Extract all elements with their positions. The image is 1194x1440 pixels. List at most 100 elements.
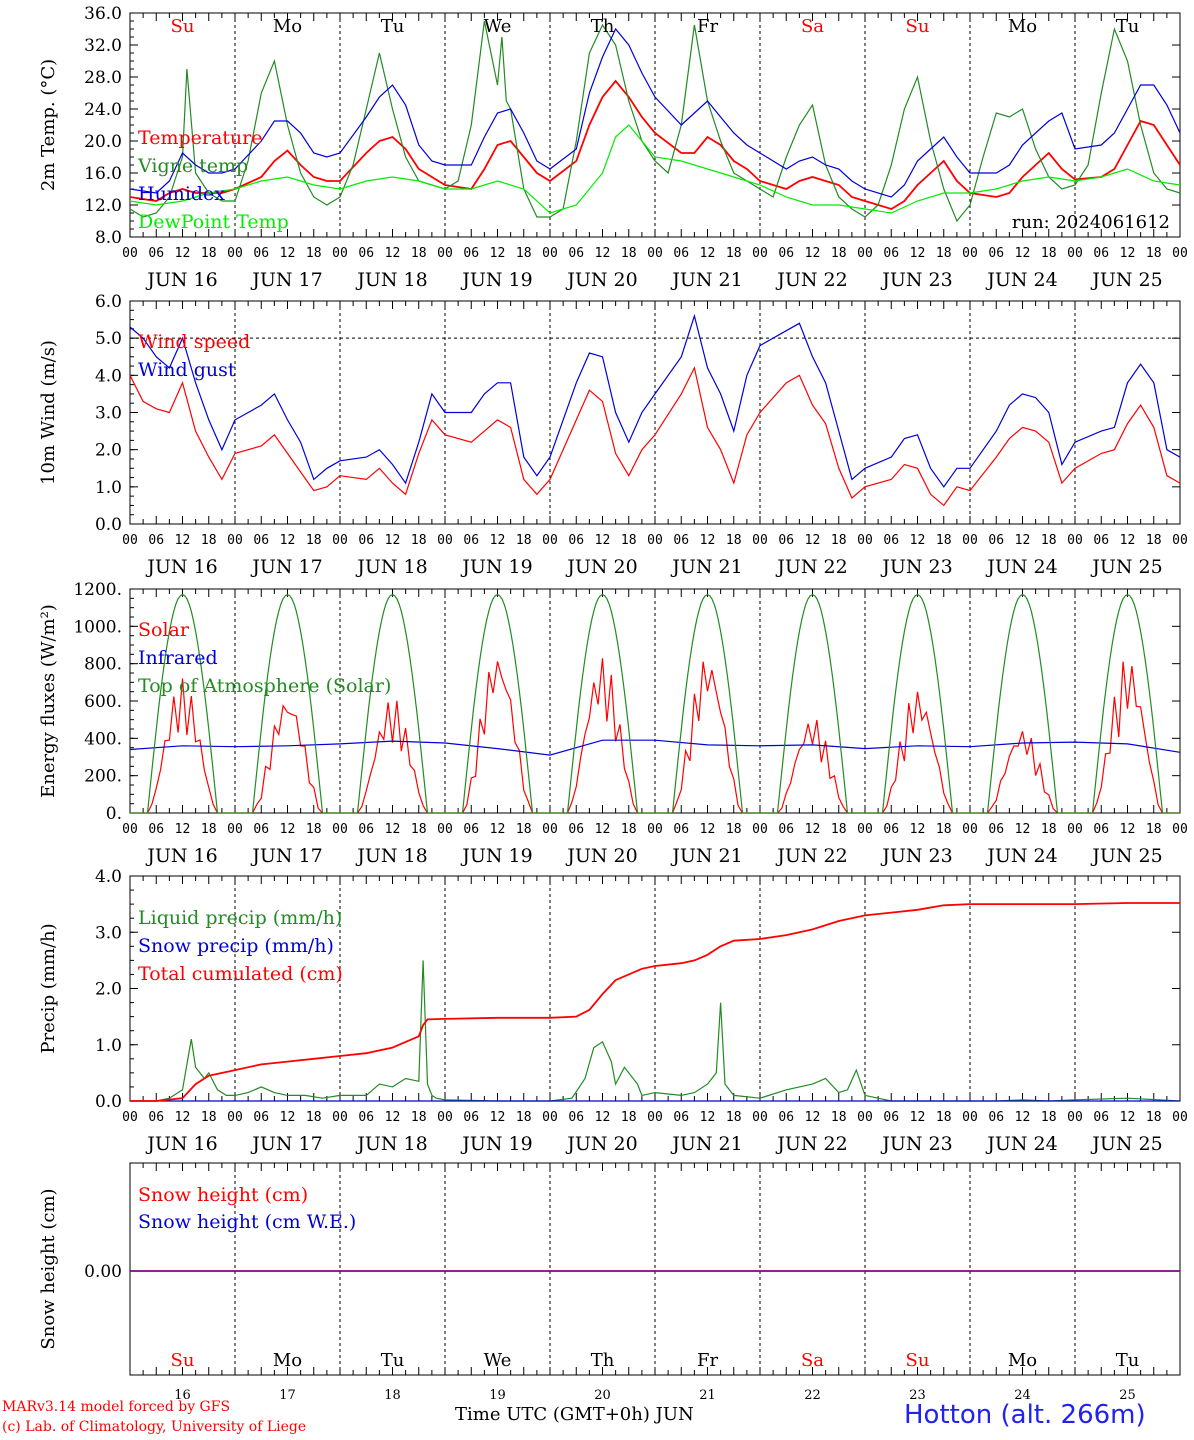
y-tick-label: 600. (84, 692, 122, 712)
hour-tick-label: 12 (385, 822, 401, 837)
hour-tick-label: 18 (201, 533, 217, 548)
day-label: JUN 19 (460, 269, 532, 291)
hour-tick-label: 00 (647, 533, 663, 548)
hour-tick-label: 06 (463, 822, 479, 837)
day-number-label: 21 (699, 1388, 716, 1403)
day-label: JUN 20 (565, 1133, 637, 1155)
weekday-label: Su (906, 16, 930, 37)
hour-tick-label: 12 (805, 246, 821, 261)
hour-tick-label: 06 (883, 246, 899, 261)
hour-tick-label: 12 (1120, 533, 1136, 548)
day-label: JUN 23 (880, 845, 952, 867)
hour-tick-label: 06 (463, 533, 479, 548)
hour-tick-label: 06 (148, 246, 164, 261)
hour-tick-label: 06 (778, 246, 794, 261)
series-line (129, 79, 1181, 210)
hour-tick-label: 00 (962, 1110, 978, 1125)
y-tick-label: 3.0 (95, 404, 122, 424)
hour-tick-label: 12 (490, 1110, 506, 1125)
weekday-label: Sa (801, 1350, 824, 1371)
day-number-label: 17 (279, 1388, 296, 1403)
day-label: JUN 18 (355, 1133, 427, 1155)
hour-tick-label: 06 (148, 1110, 164, 1125)
hour-tick-label: 18 (936, 1110, 952, 1125)
hour-tick-label: 18 (831, 1110, 847, 1125)
hour-tick-label: 00 (437, 1110, 453, 1125)
hour-tick-label: 00 (1172, 822, 1188, 837)
hour-tick-label: 06 (358, 533, 374, 548)
series-line (130, 593, 1180, 814)
hour-tick-label: 18 (831, 246, 847, 261)
weekday-label: Mo (273, 1350, 302, 1371)
hour-tick-label: 06 (253, 533, 269, 548)
hour-tick-label: 00 (647, 822, 663, 837)
y-tick-label: 0. (106, 804, 122, 824)
day-label: JUN 20 (565, 845, 637, 867)
day-label: JUN 22 (775, 556, 847, 578)
day-label: JUN 21 (670, 845, 742, 867)
hour-tick-label: 00 (122, 533, 138, 548)
hour-tick-label: 12 (910, 1110, 926, 1125)
hour-tick-label: 12 (1120, 1110, 1136, 1125)
hour-tick-label: 06 (148, 822, 164, 837)
day-label: JUN 16 (145, 845, 217, 867)
weekday-label: We (484, 16, 512, 37)
hour-tick-label: 06 (358, 822, 374, 837)
day-number-label: 22 (804, 1388, 821, 1403)
hour-tick-label: 00 (752, 533, 768, 548)
hour-tick-label: 00 (857, 1110, 873, 1125)
hour-tick-label: 12 (1120, 246, 1136, 261)
hour-tick-label: 00 (752, 822, 768, 837)
hour-tick-label: 18 (516, 822, 532, 837)
weekday-label: Mo (1008, 16, 1037, 37)
hour-tick-label: 00 (647, 1110, 663, 1125)
hour-tick-label: 00 (1172, 246, 1188, 261)
hour-tick-label: 12 (1120, 822, 1136, 837)
model-credit: MARv3.14 model forced by GFS (2, 1399, 231, 1415)
legend-entry: Top of Atmosphere (Solar) (138, 675, 391, 697)
y-tick-label: 16.0 (84, 164, 122, 184)
y-tick-label: 6.0 (95, 292, 122, 312)
hour-tick-label: 12 (175, 822, 191, 837)
hour-tick-label: 06 (778, 1110, 794, 1125)
hour-tick-label: 00 (962, 246, 978, 261)
location-title: Hotton (alt. 266m) (904, 1400, 1146, 1430)
hour-tick-label: 00 (437, 822, 453, 837)
day-number-label: 20 (594, 1388, 611, 1403)
hour-tick-label: 18 (1146, 533, 1162, 548)
hour-tick-label: 06 (148, 533, 164, 548)
y-tick-label: 24.0 (84, 100, 122, 120)
y-tick-label: 0.0 (95, 1092, 122, 1112)
hour-tick-label: 06 (988, 1110, 1004, 1125)
hour-tick-label: 12 (805, 533, 821, 548)
hour-tick-label: 06 (568, 822, 584, 837)
series-line (129, 313, 1181, 488)
hour-tick-label: 12 (385, 533, 401, 548)
day-label: JUN 21 (670, 269, 742, 291)
hour-tick-label: 06 (988, 822, 1004, 837)
legend-entry: Wind gust (138, 359, 236, 381)
hour-tick-label: 18 (1041, 822, 1057, 837)
legend-entry: Snow precip (mm/h) (138, 935, 334, 957)
hour-tick-label: 12 (700, 1110, 716, 1125)
hour-tick-label: 00 (227, 1110, 243, 1125)
day-label: JUN 24 (985, 1133, 1057, 1155)
hour-tick-label: 18 (621, 1110, 637, 1125)
hour-tick-label: 00 (332, 533, 348, 548)
weekday-label: Mo (1008, 1350, 1037, 1371)
y-tick-label: 20.0 (84, 132, 122, 152)
hour-tick-label: 12 (490, 533, 506, 548)
day-number-label: 25 (1119, 1388, 1136, 1403)
hour-tick-label: 00 (542, 822, 558, 837)
hour-tick-label: 12 (805, 1110, 821, 1125)
hour-tick-label: 18 (306, 246, 322, 261)
weekday-label: Sa (801, 16, 824, 37)
weekday-label: Su (171, 1350, 195, 1371)
hour-tick-label: 12 (595, 1110, 611, 1125)
hour-tick-label: 18 (726, 822, 742, 837)
hour-tick-label: 06 (673, 246, 689, 261)
legend-entry: Wind speed (138, 331, 250, 353)
hour-tick-label: 00 (437, 246, 453, 261)
day-label: JUN 17 (250, 556, 322, 578)
